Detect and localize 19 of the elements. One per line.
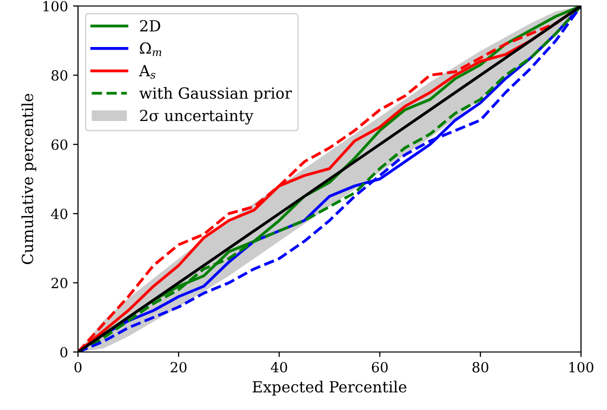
legend-label: 2D bbox=[140, 20, 160, 32]
x-tick-label: 20 bbox=[170, 362, 187, 372]
y-axis-title: Cumulative percentile bbox=[21, 94, 36, 264]
legend-label: 2σ uncertainty bbox=[140, 110, 254, 124]
legend-label: Ω$_{m}$ bbox=[140, 42, 162, 56]
legend-label: A$_{s}$ bbox=[139, 65, 156, 79]
x-tick-label: 80 bbox=[472, 362, 488, 372]
y-tick-label: 60 bbox=[52, 139, 68, 150]
y-tick-label: 20 bbox=[52, 278, 68, 288]
x-axis-title: Expected Percentile bbox=[252, 380, 406, 396]
legend-label: with Gaussian prior bbox=[139, 87, 292, 102]
y-tick-label: 100 bbox=[43, 0, 68, 12]
x-tick-label: 100 bbox=[569, 362, 594, 372]
x-tick-label: 60 bbox=[372, 362, 388, 372]
y-tick-label: 40 bbox=[51, 208, 68, 220]
y-tick-label: 80 bbox=[52, 70, 68, 81]
x-tick-label: 0 bbox=[74, 362, 82, 372]
x-tick-label: 40 bbox=[270, 362, 288, 372]
y-tick-label: 0 bbox=[60, 346, 68, 358]
